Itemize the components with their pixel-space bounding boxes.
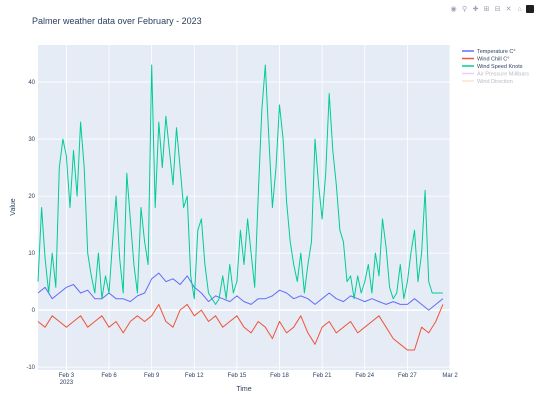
legend: Temperature C° Wind Chill C°Wind Speed Kn… xyxy=(462,49,529,85)
y-tick-label: 10 xyxy=(28,251,35,257)
x-tick-label: Mar 2 xyxy=(442,373,458,379)
chart-title: Palmer weather data over February - 2023 xyxy=(32,16,202,26)
legend-item-4[interactable]: Wind Direction xyxy=(477,79,513,85)
legend-item-3[interactable]: Air Pressure Millibars xyxy=(477,72,529,78)
legend-item-2[interactable]: Wind Speed Knots xyxy=(477,64,523,70)
x-tick-label: Feb 27 xyxy=(398,373,417,379)
autoscale-icon[interactable]: ✕ xyxy=(505,6,512,13)
pan-icon[interactable]: ✚ xyxy=(472,6,479,13)
y-axis-title: Value xyxy=(10,198,17,215)
zoom-out-icon[interactable]: ⊟ xyxy=(494,6,501,13)
y-tick-label: 40 xyxy=(28,80,35,86)
zoom-in-icon[interactable]: ⊞ xyxy=(483,6,490,13)
camera-icon[interactable]: ◉ xyxy=(450,6,457,13)
x-tick-label: Feb 15 xyxy=(228,373,247,379)
legend-item-0[interactable]: Temperature C° xyxy=(477,49,516,55)
x-tick-sublabel: 2023 xyxy=(60,380,74,386)
y-tick-label: 30 xyxy=(28,137,35,143)
plotly-logo-icon[interactable] xyxy=(526,5,534,13)
series-layer xyxy=(37,64,444,351)
home-icon[interactable]: ⌂ xyxy=(517,6,522,13)
x-axis-title: Time xyxy=(236,386,251,393)
zoom-icon[interactable]: ⚲ xyxy=(461,6,468,13)
x-tick-label: Feb 21 xyxy=(313,373,332,379)
legend-item-1[interactable]: Wind Chill C° xyxy=(477,57,509,63)
y-tick-label: -10 xyxy=(26,365,35,371)
plot-area[interactable] xyxy=(38,45,450,370)
x-tick-label: Feb 6 xyxy=(101,373,117,379)
series-line-2[interactable] xyxy=(37,64,443,305)
series-line-0[interactable] xyxy=(37,272,444,311)
series-line-1[interactable] xyxy=(37,303,444,351)
y-tick-label: 0 xyxy=(32,308,36,314)
y-axis: -10 0 10 20 30 40 xyxy=(26,80,35,371)
modebar: ◉ ⚲ ✚ ⊞ ⊟ ✕ ⌂ xyxy=(449,5,534,14)
y-tick-label: 20 xyxy=(28,194,35,200)
x-tick-label: Feb 24 xyxy=(355,373,374,379)
x-tick-label: Feb 12 xyxy=(185,373,204,379)
x-tick-label: Feb 3 xyxy=(59,373,75,379)
x-tick-label: Feb 9 xyxy=(144,373,160,379)
x-tick-label: Feb 18 xyxy=(270,373,289,379)
